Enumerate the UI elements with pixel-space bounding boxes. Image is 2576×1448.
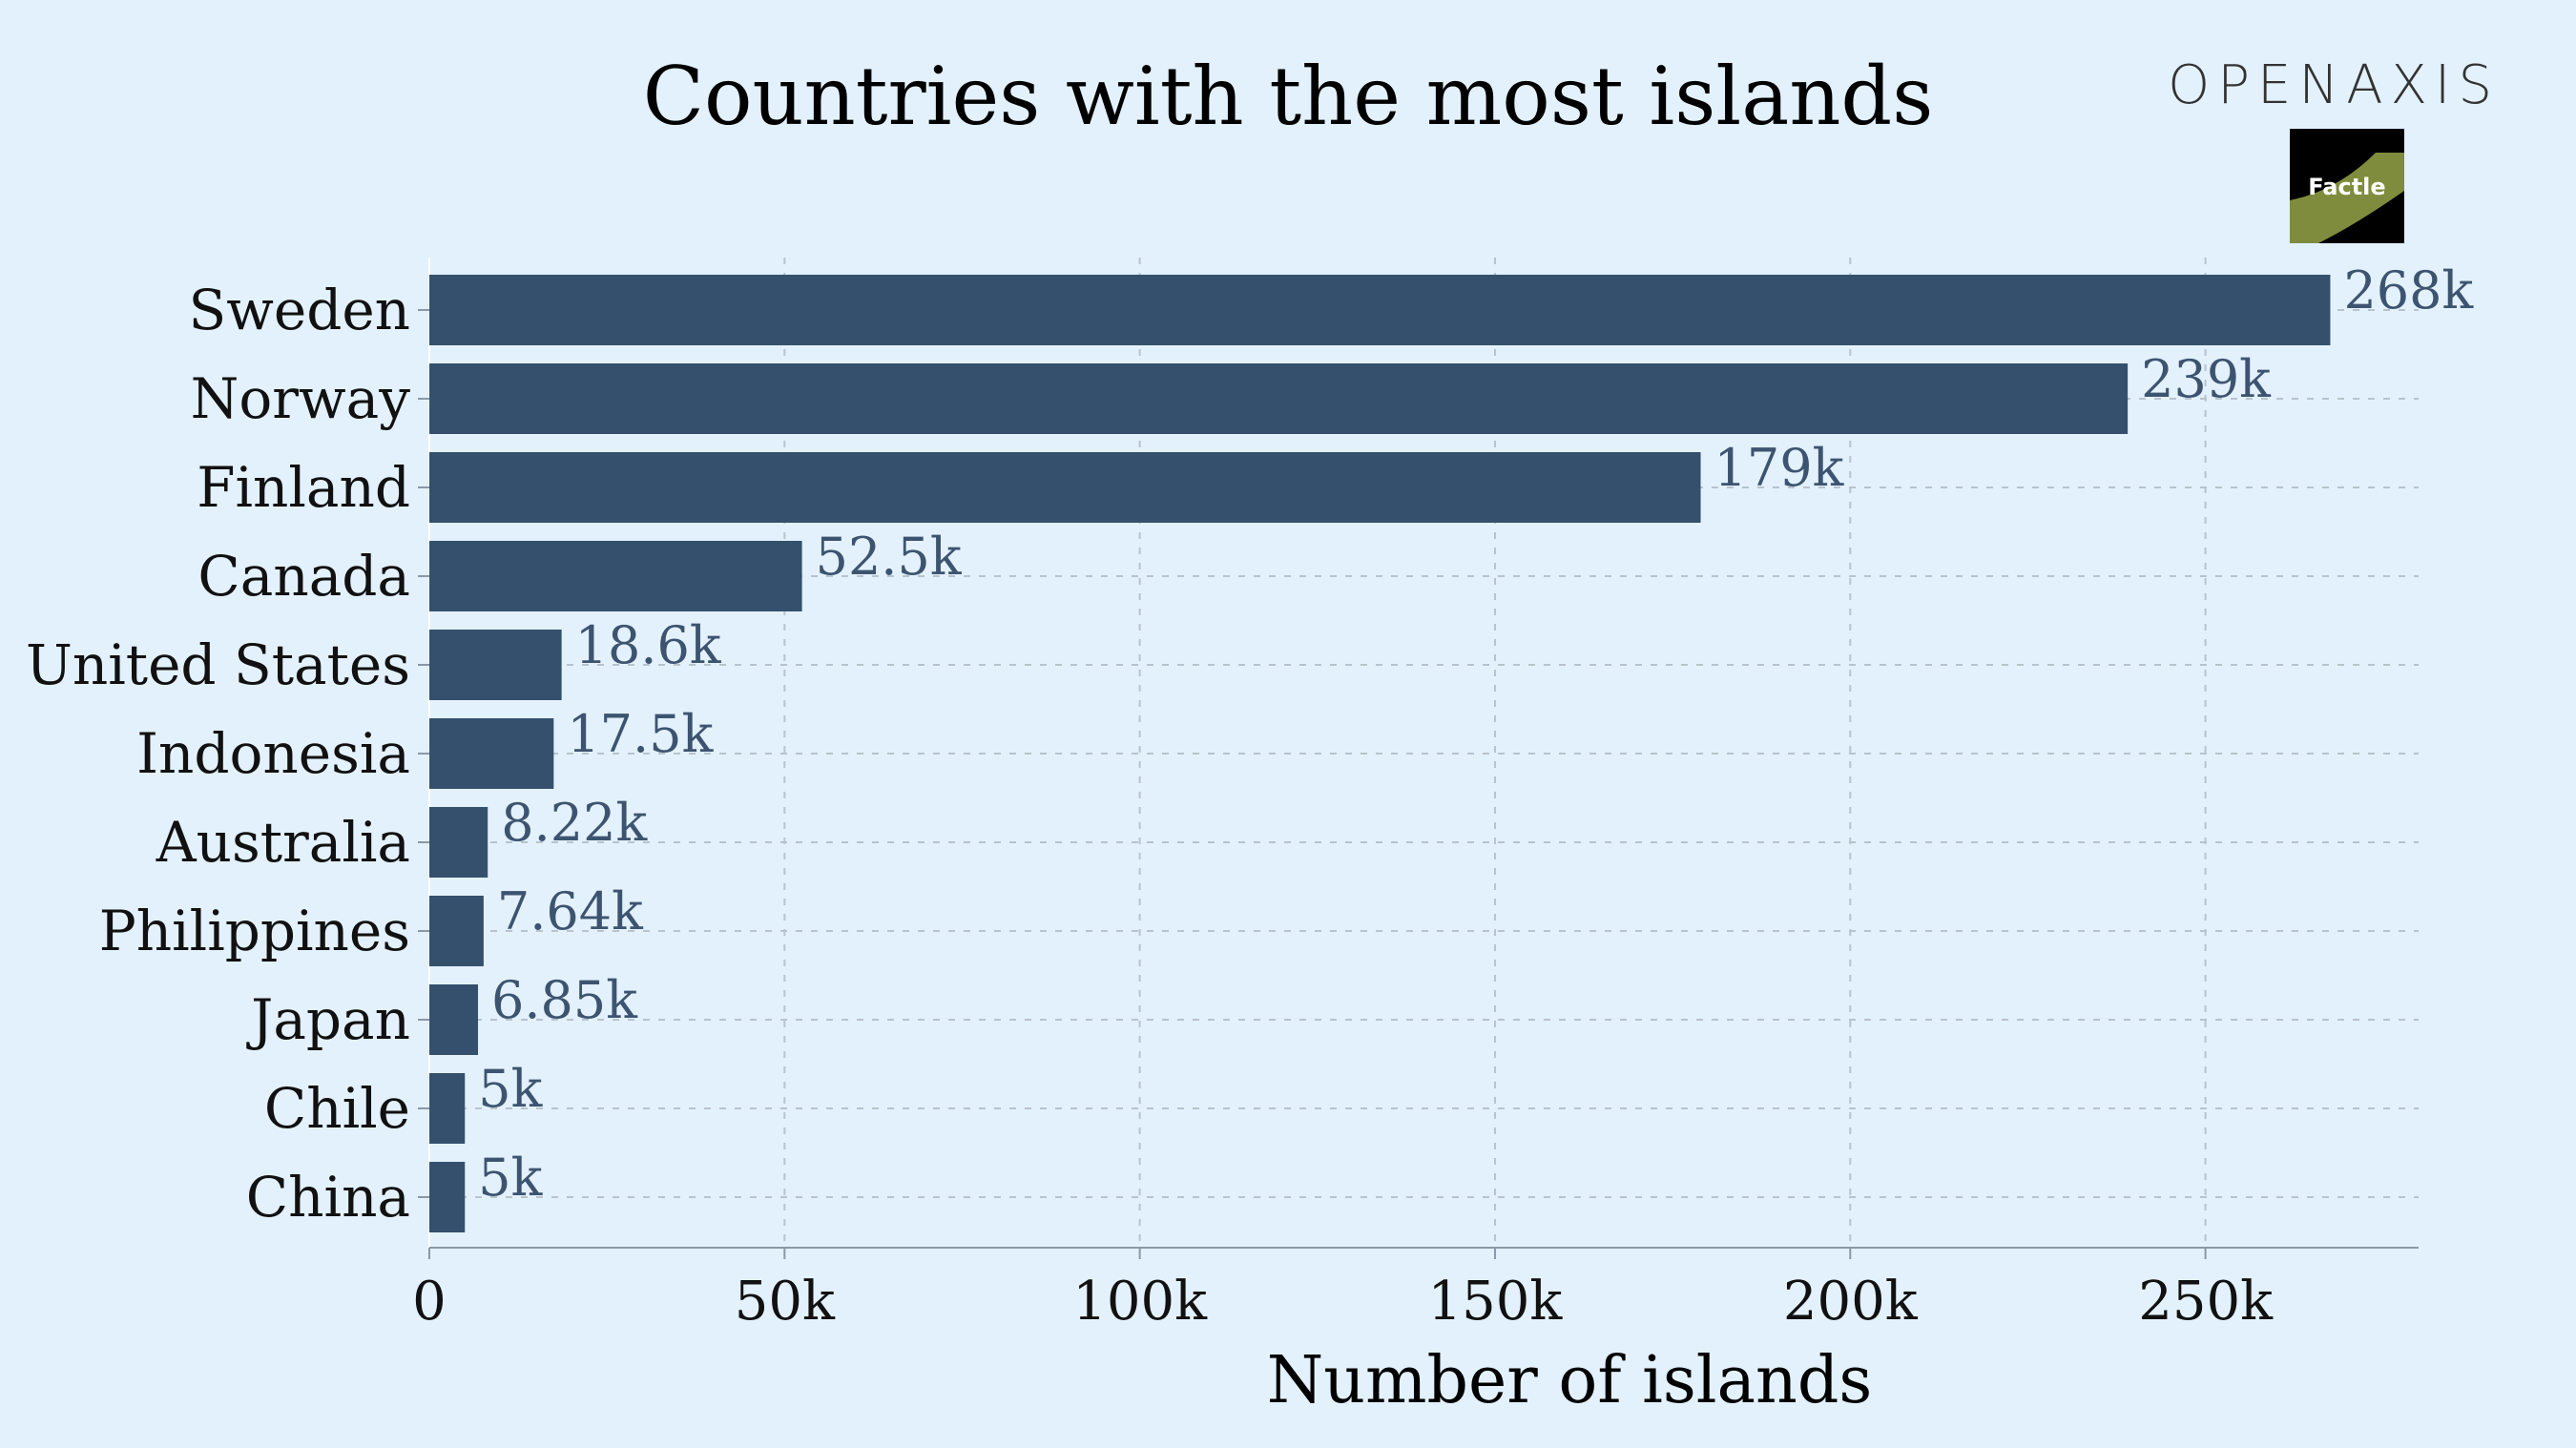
category-label: United States xyxy=(26,632,410,697)
category-label: Canada xyxy=(197,544,410,609)
bar xyxy=(429,896,484,966)
category-label: Chile xyxy=(264,1076,410,1141)
x-tick-label: 200k xyxy=(1783,1271,1919,1333)
bar xyxy=(429,718,554,789)
category-label: Australia xyxy=(156,810,410,875)
value-label: 6.85k xyxy=(491,970,638,1030)
value-label: 7.64k xyxy=(497,881,644,941)
value-label: 52.5k xyxy=(816,527,963,587)
grid xyxy=(429,258,2419,1248)
chart-title: Countries with the most islands xyxy=(643,50,1934,143)
bar xyxy=(429,541,802,611)
value-label: 18.6k xyxy=(575,615,722,675)
bar xyxy=(429,630,562,700)
x-tick-label: 0 xyxy=(412,1271,447,1333)
bar xyxy=(429,1162,466,1232)
category-label: Sweden xyxy=(188,278,410,342)
value-label: 5k xyxy=(478,1059,543,1119)
category-label: China xyxy=(246,1165,410,1230)
category-label: Finland xyxy=(197,455,410,520)
factle-badge-swoosh xyxy=(2290,153,2404,243)
bar xyxy=(429,275,2331,345)
x-tick-label: 100k xyxy=(1072,1271,1208,1333)
value-label: 179k xyxy=(1714,438,1845,498)
value-label: 17.5k xyxy=(567,704,714,764)
x-tick-label: 150k xyxy=(1428,1271,1564,1333)
category-label: Indonesia xyxy=(136,721,410,786)
bars xyxy=(429,275,2331,1232)
value-label: 5k xyxy=(478,1148,543,1208)
bar xyxy=(429,363,2129,434)
openaxis-logo: OPENAXIS xyxy=(2168,54,2500,116)
category-label: Norway xyxy=(191,366,411,431)
factle-badge: Factle xyxy=(2290,129,2404,243)
category-label: Japan xyxy=(246,987,410,1052)
x-tick-label: 250k xyxy=(2138,1271,2274,1333)
bar xyxy=(429,984,479,1055)
value-label: 268k xyxy=(2343,260,2474,321)
value-label: 8.22k xyxy=(501,793,648,853)
x-axis-title: Number of islands xyxy=(1267,1343,1873,1418)
bar xyxy=(429,1073,466,1144)
category-label: Philippines xyxy=(99,899,410,963)
value-label: 239k xyxy=(2141,349,2272,409)
bar xyxy=(429,807,488,878)
x-tick-label: 50k xyxy=(735,1271,836,1333)
bar xyxy=(429,452,1701,523)
labels: 0 50k 100k 150k 200k 250k Sweden 268k Norway 239k… xyxy=(26,260,2475,1333)
factle-badge-label: Factle xyxy=(2308,174,2385,200)
